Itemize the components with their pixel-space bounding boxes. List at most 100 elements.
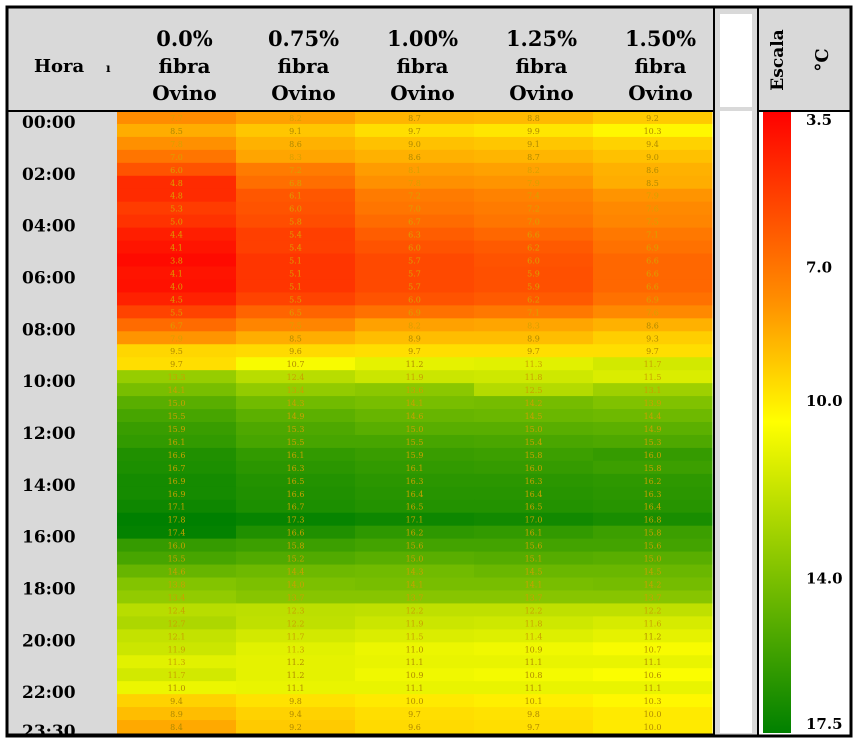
cell-value-label: 16.3 [406, 477, 424, 486]
heatmap-cell [236, 525, 356, 540]
cell-value-label: 16.3 [525, 477, 543, 486]
cell-value-label: 8.6 [646, 166, 659, 175]
heatmap-cell [355, 603, 475, 617]
cell-value-label: 8.3 [527, 321, 540, 330]
heatmap-cell [593, 240, 713, 255]
heatmap-cell [474, 473, 594, 488]
heatmap-cell [355, 577, 475, 591]
heatmap-cell [355, 344, 475, 358]
heatmap-cell [236, 214, 356, 229]
heatmap-cell [593, 473, 713, 488]
heatmap-cell [117, 175, 237, 190]
cell-value-label: 16.3 [287, 464, 305, 473]
cell-value-label: 9.6 [408, 723, 421, 732]
time-label: 20:00 [22, 631, 76, 651]
cell-value-label: 5.1 [289, 269, 302, 278]
heatmap-cell [236, 136, 356, 151]
cell-value-label: 10.3 [644, 127, 662, 136]
heatmap-cell [117, 292, 237, 306]
cell-value-label: 13.6 [406, 386, 424, 395]
heatmap-cell [593, 409, 713, 423]
heatmap-cell [236, 370, 356, 384]
cell-value-label: 14.5 [525, 412, 543, 421]
cell-value-label: 10.0 [406, 697, 424, 706]
cell-value-label: 6.9 [646, 295, 659, 304]
heatmap-cell [117, 318, 237, 332]
heatmap-cell [236, 551, 356, 566]
heatmap-cell [355, 629, 475, 643]
heatmap-cell [355, 681, 475, 695]
heatmap-cell [474, 266, 594, 280]
cell-value-label: 14.6 [168, 568, 186, 577]
heatmap-cell [593, 331, 713, 345]
cell-value-label: 11.2 [406, 360, 424, 369]
heatmap-cell [117, 331, 237, 345]
cell-value-label: 15.8 [525, 451, 543, 460]
cell-value-label: 15.3 [644, 438, 662, 447]
cell-value-label: 11.4 [525, 632, 543, 641]
cell-value-label: 15.3 [287, 425, 305, 434]
cell-value-label: 7.9 [527, 179, 540, 188]
cell-value-label: 10.8 [525, 671, 543, 680]
cell-value-label: 10.6 [644, 671, 662, 680]
heatmap-cell [117, 253, 237, 267]
cell-value-label: 16.0 [644, 451, 662, 460]
heatmap-cell [236, 201, 356, 216]
scale-tick-label: 7.0 [806, 259, 832, 277]
cell-value-label: 9.1 [527, 140, 540, 149]
cell-value-label: 8.5 [289, 334, 302, 343]
cell-value-label: 8.8 [527, 114, 540, 123]
heatmap-cell [474, 123, 594, 138]
heatmap-cell [474, 655, 594, 669]
heatmap-cell [355, 149, 475, 164]
cell-value-label: 15.9 [168, 425, 186, 434]
cell-value-label: 16.9 [168, 477, 186, 486]
heatmap-cell [117, 279, 237, 293]
cell-value-label: 11.8 [525, 619, 543, 628]
cell-value-label: 14.2 [644, 580, 662, 589]
column-header-fibra: fibra [634, 54, 686, 78]
cell-value-label: 11.9 [406, 619, 424, 628]
heatmap-cell [117, 577, 237, 591]
cell-value-label: 16.3 [644, 490, 662, 499]
heatmap-cell [236, 409, 356, 423]
heatmap-cell [355, 655, 475, 669]
cell-value-label: 15.0 [406, 555, 424, 564]
cell-value-label: 4.1 [170, 244, 183, 253]
cell-value-label: 6.9 [408, 308, 421, 317]
cell-value-label: 12.4 [168, 606, 186, 615]
time-label: 06:00 [22, 268, 76, 288]
cell-value-label: 15.0 [525, 425, 543, 434]
heatmap-cell [117, 111, 237, 125]
cell-value-label: 14.0 [287, 580, 305, 589]
heatmap-cell [117, 188, 237, 203]
cell-value-label: 13.8 [168, 580, 186, 589]
heatmap-cell [593, 564, 713, 578]
heatmap-cell [117, 409, 237, 423]
heatmap-cell [236, 240, 356, 255]
cell-value-label: 16.6 [168, 451, 186, 460]
time-label: 23:30 [22, 722, 76, 742]
cell-value-label: 5.7 [408, 282, 421, 291]
heatmap-cell [474, 538, 594, 553]
heatmap-cell [474, 629, 594, 643]
cell-value-label: 11.2 [287, 658, 305, 667]
heatmap-cell [117, 434, 237, 449]
cell-value-label: 3.8 [170, 257, 183, 266]
cell-value-label: 16.5 [287, 477, 305, 486]
outer-border [5, 5, 853, 738]
heatmap-cell [355, 409, 475, 423]
cell-value-label: 14.4 [644, 412, 662, 421]
heatmap-cell [474, 253, 594, 267]
cell-value-label: 12.2 [287, 619, 305, 628]
heatmap-cell [236, 396, 356, 410]
cell-value-label: 14.1 [168, 386, 186, 395]
cell-value-label: 7.1 [646, 231, 659, 240]
cell-value-label: 12.5 [525, 386, 543, 395]
heatmap-cell [474, 318, 594, 332]
heatmap-cell [474, 603, 594, 617]
heatmap-cell [474, 460, 594, 475]
heatmap-cell [236, 460, 356, 475]
cell-value-label: 6.6 [646, 257, 659, 266]
cell-value-label: 16.4 [644, 503, 662, 512]
